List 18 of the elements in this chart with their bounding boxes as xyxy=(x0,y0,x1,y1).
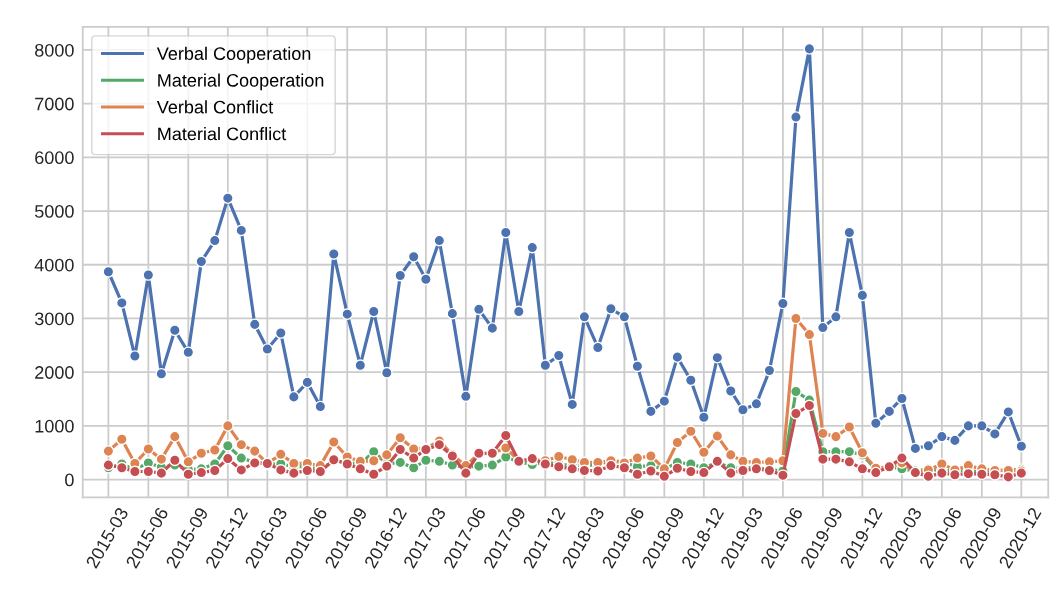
legend-label: Material Cooperation xyxy=(158,73,324,91)
y-tick-label: 8000 xyxy=(35,43,74,57)
y-tick-label: 7000 xyxy=(35,97,74,111)
point xyxy=(419,454,432,467)
y-tick-label: 0 xyxy=(65,473,74,487)
y-tick-label: 2000 xyxy=(35,366,74,379)
y-tick-label: 6000 xyxy=(35,151,74,165)
point xyxy=(433,455,446,468)
y-tick-label: 4000 xyxy=(34,258,74,272)
point xyxy=(472,460,485,473)
y-tick-label: 3000 xyxy=(34,312,74,326)
point xyxy=(486,459,499,471)
legend-label: Verbal Conflict xyxy=(156,100,274,114)
legend-label: Material Conflict xyxy=(158,127,287,141)
y-tick-label: 5000 xyxy=(34,205,74,218)
y-tick-label: 1000 xyxy=(35,419,74,433)
legend-label: Verbal Cooperation xyxy=(156,46,311,64)
point xyxy=(235,452,248,465)
